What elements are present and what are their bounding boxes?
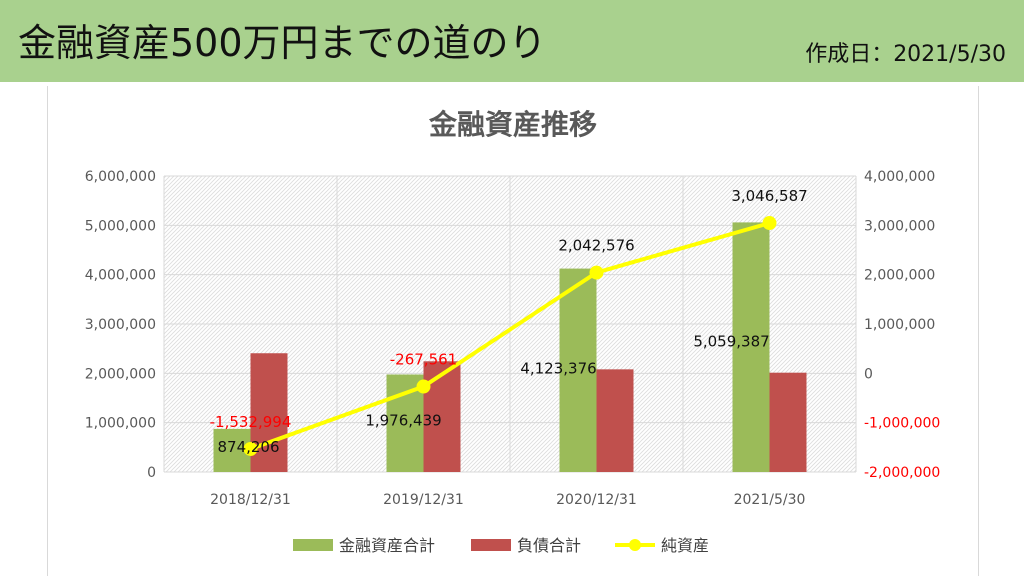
net-asset-data-label: -1,532,994 (210, 413, 292, 431)
chart-frame: 金融資産推移 6,000,000 5,000,000 4,000,000 3,000,… (47, 86, 979, 576)
legend: 金融資産合計 負債合計 純資産 (293, 536, 709, 555)
asset-bar (732, 222, 770, 472)
category-label: 2021/5/30 (734, 492, 806, 508)
right-axis-tick: -2,000,000 (864, 465, 940, 481)
left-axis-tick: 0 (147, 465, 156, 481)
net-asset-point (762, 216, 777, 231)
right-axis-tick: 0 (864, 366, 873, 382)
net-asset-chart: 金融資産推移 6,000,000 5,000,000 4,000,000 3,000,… (85, 108, 941, 555)
legend-swatch (471, 539, 511, 551)
legend-label: 金融資産合計 (339, 536, 435, 555)
category-label: 2020/12/31 (556, 492, 637, 508)
legend-label: 負債合計 (517, 536, 581, 555)
left-axis-tick: 3,000,000 (85, 317, 156, 333)
right-axis-tick: 1,000,000 (864, 317, 935, 333)
left-axis-tick: 1,000,000 (85, 416, 156, 432)
created-date: 作成日：2021/5/30 (805, 42, 1006, 67)
chart-title: 金融資産推移 (428, 108, 597, 141)
net-asset-point (589, 265, 604, 280)
category-label: 2018/12/31 (210, 492, 291, 508)
left-axis-tick: 5,000,000 (85, 218, 156, 234)
net-asset-point (243, 441, 258, 456)
net-asset-line (249, 221, 771, 451)
right-axis-tick: 3,000,000 (864, 218, 935, 234)
page-title: 金融資産500万円までの道のり (18, 21, 547, 65)
left-axis-tick: 4,000,000 (85, 268, 156, 284)
asset-data-label: 874,206 (217, 438, 279, 456)
header-banner: 金融資産500万円までの道のり 作成日：2021/5/30 (0, 0, 1024, 82)
liability-bar (769, 372, 807, 472)
left-axis-tick: 6,000,000 (85, 169, 156, 185)
category-label: 2019/12/31 (383, 492, 464, 508)
asset-data-label: 4,123,376 (520, 359, 596, 377)
legend-swatch (293, 539, 333, 551)
net-asset-data-label: -267,561 (390, 351, 457, 369)
asset-bar (559, 268, 597, 472)
legend-swatch-marker (629, 539, 641, 551)
liability-bar (596, 369, 634, 472)
net-asset-data-label: 2,042,576 (558, 237, 634, 255)
net-asset-point (416, 379, 431, 394)
liability-bar (423, 361, 461, 472)
asset-data-label: 1,976,439 (365, 412, 441, 430)
net-asset-data-label: 3,046,587 (731, 187, 807, 205)
right-axis-tick: 2,000,000 (864, 268, 935, 284)
left-axis-tick: 2,000,000 (85, 366, 156, 382)
legend-label: 純資産 (661, 536, 709, 555)
asset-data-label: 5,059,387 (693, 333, 769, 351)
right-axis-tick: 4,000,000 (864, 169, 935, 185)
right-axis-tick: -1,000,000 (864, 416, 940, 432)
